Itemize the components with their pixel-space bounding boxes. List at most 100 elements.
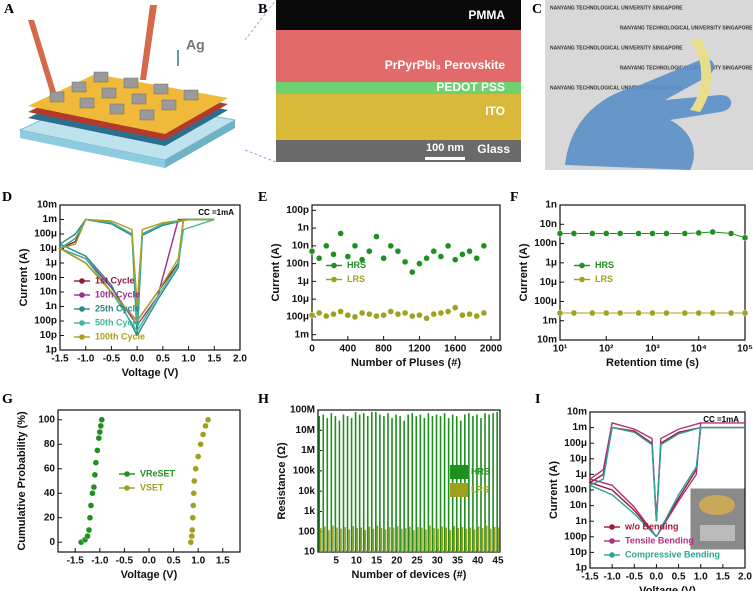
scale-bar (425, 157, 465, 160)
point (709, 228, 716, 236)
point (315, 255, 323, 262)
bar (403, 420, 405, 552)
y-tick-label: 10p (570, 547, 587, 558)
bar (497, 527, 500, 552)
y-axis-title: Resistance (Ω) (276, 442, 288, 520)
bar (324, 526, 326, 552)
point (86, 514, 94, 521)
bar (376, 525, 379, 552)
point (556, 309, 564, 317)
bar (380, 528, 383, 552)
point (92, 459, 100, 466)
bar (318, 416, 321, 552)
point (387, 242, 394, 250)
x-tick-label: 1.5 (716, 572, 730, 583)
y-tick-label: 10μ (540, 277, 557, 288)
bar (413, 530, 415, 552)
y-axis-title: Current (A) (270, 243, 282, 301)
legend-marker (79, 334, 85, 340)
panel-label: E (258, 190, 267, 205)
bar (320, 528, 322, 552)
x-tick-label: 20 (391, 556, 403, 567)
bar (346, 416, 349, 552)
point (366, 248, 373, 255)
bar (441, 526, 443, 552)
point (570, 230, 578, 237)
bar (437, 528, 439, 552)
point (351, 242, 359, 250)
bar (449, 530, 452, 552)
x-axis-title: Voltage (V) (121, 569, 178, 581)
point (401, 309, 409, 317)
bar (383, 416, 385, 552)
bar (469, 527, 472, 552)
legend-label: Tensile Bending (625, 535, 694, 545)
point (197, 441, 204, 448)
y-tick-label: 100n (564, 485, 587, 496)
bar (492, 413, 494, 552)
point (194, 453, 202, 460)
bar (352, 526, 354, 552)
point (373, 312, 380, 320)
inset-object (699, 495, 735, 515)
point (416, 260, 423, 267)
x-tick-label: -1.5 (67, 556, 85, 567)
legend-marker (79, 320, 85, 326)
bar (433, 528, 435, 552)
banner-text: NANYANG TECHNOLOGICAL UNIVERSITY SINGAPO… (620, 25, 753, 31)
y-tick-label: 20 (44, 512, 56, 523)
bar (484, 413, 486, 552)
y-tick-label: 1m (295, 329, 310, 340)
ag-electrodes (49, 71, 199, 121)
inset-photo (689, 487, 746, 551)
y-axis-title: Cumulative Probability (%) (16, 411, 28, 551)
iv-curve (588, 426, 745, 538)
x-tick-label: 0.5 (167, 556, 181, 567)
point (430, 248, 437, 255)
x-tick-label: 1.5 (207, 354, 221, 365)
inset-object (700, 525, 735, 541)
x-axis-title: Number of devices (#) (352, 569, 467, 581)
x-tick-label: 1.5 (216, 556, 230, 567)
point (97, 422, 104, 430)
layer-glass (276, 140, 521, 162)
bar (392, 527, 395, 552)
x-tick-label: 1.0 (694, 572, 708, 583)
y-tick-label: 10n (292, 241, 309, 252)
iv-curve (58, 218, 215, 322)
point (635, 309, 642, 317)
x-tick-label: -0.5 (103, 354, 121, 365)
legend-label: LRS (471, 484, 489, 494)
bar (356, 528, 359, 552)
annotation: CC =1mA (703, 415, 739, 424)
y-tick-label: 100p (286, 205, 309, 216)
point (189, 514, 196, 521)
plot-frame (57, 409, 241, 553)
bar (372, 528, 375, 552)
y-tick-label: 1m (573, 422, 588, 433)
bar (366, 416, 369, 552)
x-tick-label: 45 (492, 556, 504, 567)
bar (387, 413, 389, 552)
y-tick-label: 100n (286, 258, 309, 269)
legend-marker (609, 524, 615, 530)
point (727, 309, 735, 317)
bar (429, 525, 431, 552)
x-tick-label: 0.0 (142, 556, 156, 567)
bar (336, 527, 338, 552)
x-tick-label: 30 (432, 556, 444, 567)
point (189, 526, 196, 534)
x-tick-label: 2.0 (233, 354, 247, 365)
glass-edge (20, 130, 165, 168)
y-axis-title: Current (A) (548, 461, 560, 519)
point (649, 230, 656, 237)
bar (417, 527, 419, 552)
legend-marker (124, 471, 130, 477)
point (188, 532, 195, 540)
point (358, 256, 366, 263)
layer-label: PMMA (468, 8, 505, 22)
bar (411, 413, 414, 552)
x-tick-label: -0.5 (626, 572, 644, 583)
point (330, 251, 337, 258)
point (191, 477, 198, 485)
